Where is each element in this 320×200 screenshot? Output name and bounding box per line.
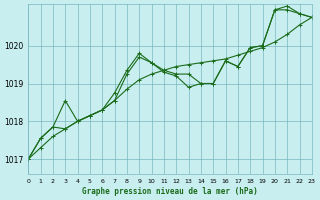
X-axis label: Graphe pression niveau de la mer (hPa): Graphe pression niveau de la mer (hPa) (82, 187, 258, 196)
